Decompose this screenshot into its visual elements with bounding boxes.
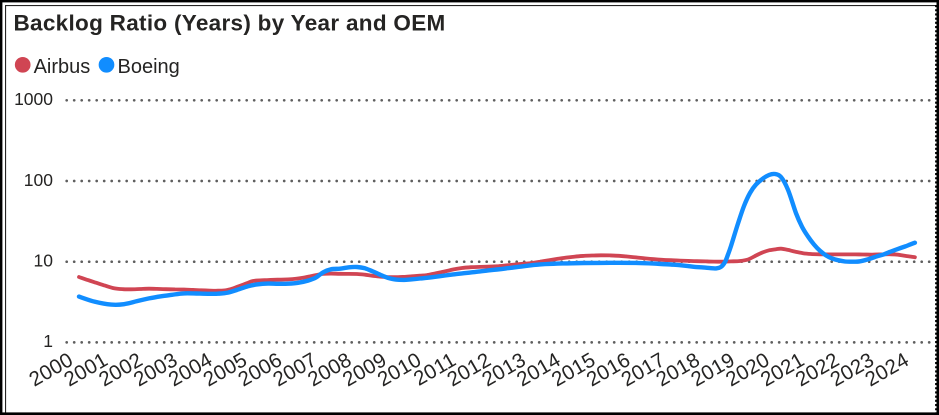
svg-text:1000: 1000 — [14, 89, 53, 109]
svg-text:1: 1 — [43, 331, 53, 351]
svg-text:Backlog Ratio (Years) by Year: Backlog Ratio (Years) by Year and OEM — [14, 11, 446, 36]
svg-text:100: 100 — [24, 170, 53, 190]
svg-text:10: 10 — [34, 251, 54, 271]
svg-text:Airbus: Airbus — [34, 56, 91, 78]
svg-text:Boeing: Boeing — [118, 56, 180, 78]
